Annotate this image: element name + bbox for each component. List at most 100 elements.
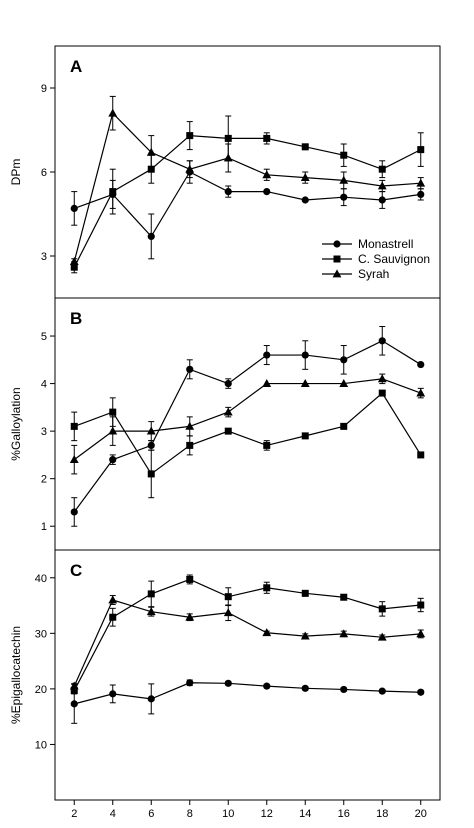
data-point	[186, 575, 194, 583]
data-point	[263, 134, 271, 142]
data-point	[224, 134, 232, 142]
series-c-sauvignon	[70, 389, 425, 499]
y-tick-label: 5	[41, 331, 47, 343]
data-point	[339, 175, 349, 184]
data-point	[377, 374, 387, 383]
data-point	[416, 629, 426, 638]
data-point	[340, 151, 348, 159]
data-point	[416, 178, 426, 187]
data-point	[378, 337, 386, 345]
legend-marker	[333, 240, 341, 248]
data-point	[70, 508, 78, 516]
series-monastrell	[70, 326, 425, 527]
series-monastrell	[70, 679, 425, 724]
y-tick-label: 3	[41, 251, 47, 263]
x-tick-label: 6	[148, 808, 154, 820]
data-point	[263, 441, 271, 449]
data-point	[109, 613, 117, 621]
data-point	[263, 682, 271, 690]
data-point	[377, 181, 387, 190]
data-point	[300, 378, 310, 387]
series-c-sauvignon	[70, 574, 425, 695]
data-point	[69, 257, 79, 265]
data-point	[146, 426, 156, 435]
data-point	[147, 441, 155, 449]
series-line	[74, 392, 422, 475]
series-line	[73, 599, 421, 687]
legend-label: Monastrell	[358, 237, 413, 251]
data-point	[340, 193, 348, 201]
data-point	[147, 232, 155, 240]
panel-letter: A	[70, 57, 82, 76]
data-point	[301, 351, 309, 359]
data-point	[263, 584, 271, 592]
data-point	[224, 427, 232, 435]
data-point	[224, 379, 232, 388]
data-point	[70, 700, 78, 708]
data-point	[417, 451, 425, 459]
data-point	[69, 681, 79, 690]
x-tick-label: 10	[222, 808, 234, 820]
data-point	[69, 455, 79, 464]
data-point	[147, 590, 155, 598]
legend-marker	[333, 255, 341, 263]
series-line	[73, 578, 421, 691]
data-point	[417, 601, 425, 609]
series-line	[73, 378, 421, 461]
data-point	[109, 188, 117, 196]
data-point	[108, 108, 118, 117]
data-point	[263, 188, 271, 196]
data-point	[340, 685, 348, 694]
data-point	[223, 153, 233, 162]
x-tick-label: 20	[415, 808, 427, 820]
data-point	[378, 389, 386, 397]
series-line	[73, 340, 422, 513]
data-point	[109, 690, 117, 698]
x-tick-label: 2	[71, 808, 77, 820]
data-point	[185, 421, 195, 430]
legend-label: Syrah	[358, 267, 389, 281]
data-point	[185, 612, 195, 621]
data-point	[186, 132, 194, 140]
data-point	[186, 679, 194, 687]
data-point	[109, 408, 117, 416]
data-point	[186, 365, 194, 373]
data-point	[224, 593, 232, 601]
data-point	[146, 607, 156, 616]
x-tick-label: 12	[261, 808, 273, 820]
y-tick-label: 3	[41, 426, 47, 438]
data-point	[340, 593, 348, 601]
legend-marker	[332, 269, 342, 278]
data-point	[108, 426, 118, 435]
y-axis-label: %Galloylation	[9, 387, 23, 460]
y-tick-label: 4	[41, 379, 47, 391]
y-tick-label: 1	[41, 521, 47, 533]
data-point	[416, 388, 426, 397]
x-tick-label: 8	[187, 808, 193, 820]
data-point	[301, 589, 309, 597]
y-axis-label: DPm	[9, 159, 23, 186]
data-point	[263, 351, 271, 359]
series-syrah	[69, 373, 426, 475]
data-point	[378, 687, 386, 695]
data-point	[147, 695, 155, 703]
y-tick-label: 20	[35, 684, 47, 696]
x-tick-label: 16	[338, 808, 350, 820]
x-tick-label: 18	[376, 808, 388, 820]
data-point	[109, 456, 117, 464]
x-tick-label: 14	[299, 808, 311, 820]
data-point	[378, 605, 386, 613]
data-point	[339, 378, 349, 387]
data-point	[301, 684, 309, 692]
panel-letter: B	[70, 309, 82, 328]
y-tick-label: 2	[41, 474, 47, 486]
data-point	[224, 188, 232, 196]
data-point	[262, 170, 272, 179]
series-line	[74, 682, 421, 705]
data-point	[108, 595, 118, 604]
data-point	[301, 143, 309, 151]
data-point	[186, 441, 194, 449]
